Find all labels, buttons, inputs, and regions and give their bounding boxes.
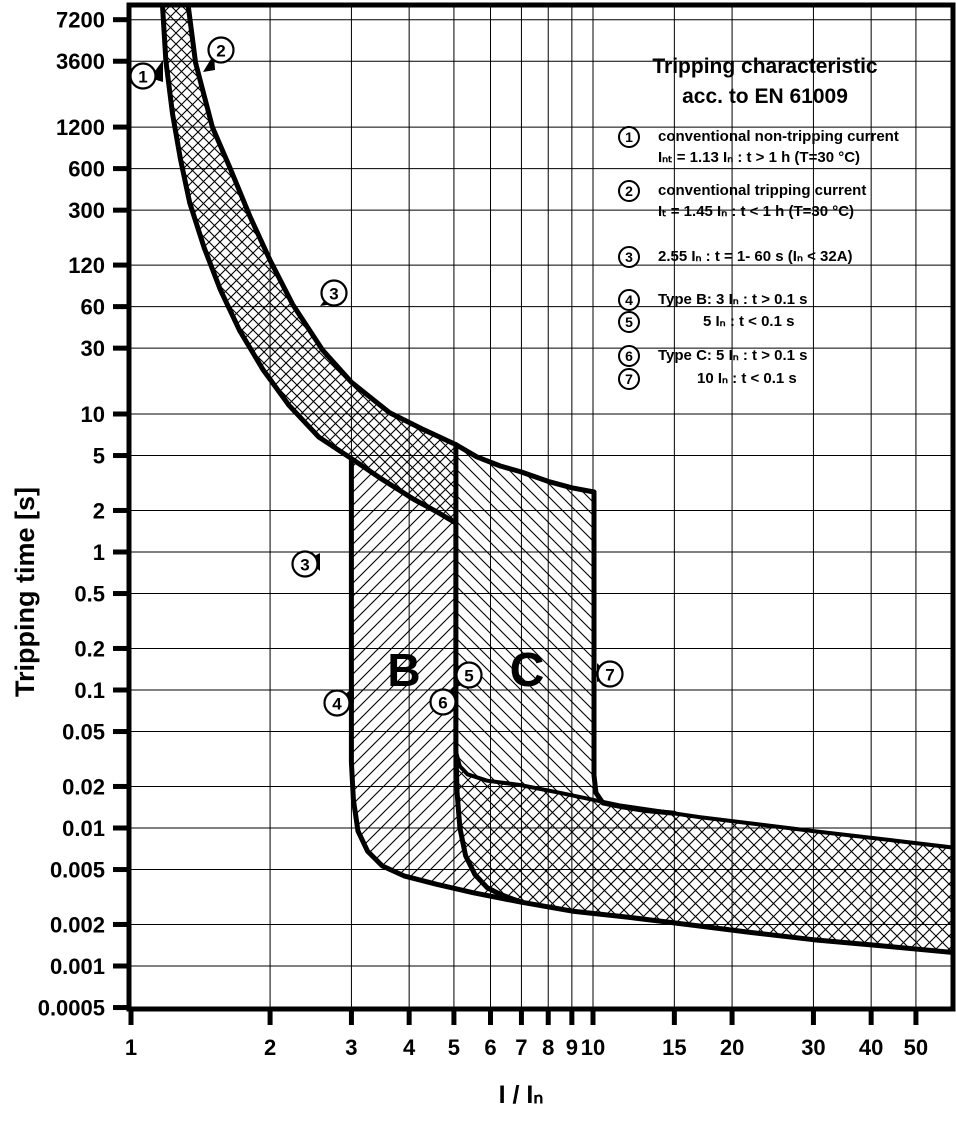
svg-text:0.0005: 0.0005 [38,996,105,1021]
svg-text:600: 600 [68,157,105,182]
legend-text-6: Type C: 5 Iₙ : t > 0.1 s [658,345,808,366]
legend-num-6-icon: 6 [618,345,640,367]
svg-text:8: 8 [542,1035,554,1060]
svg-text:60: 60 [81,295,105,320]
svg-text:2: 2 [264,1035,276,1060]
chart-title-block: Tripping characteristic acc. to EN 61009 [600,52,930,112]
svg-text:7200: 7200 [56,8,105,33]
svg-text:9: 9 [566,1035,578,1060]
svg-text:1: 1 [138,68,147,87]
svg-text:2: 2 [216,42,225,61]
legend-text-7: 10 Iₙ : t < 0.1 s [697,368,797,389]
svg-text:1: 1 [93,540,105,565]
legend-text-1: conventional non-tripping current Iₙₜ = … [658,126,899,168]
svg-text:0.5: 0.5 [74,582,105,607]
legend-line: 10 Iₙ : t < 0.1 s [697,370,797,387]
svg-text:6: 6 [484,1035,496,1060]
svg-text:3: 3 [300,556,309,575]
svg-text:40: 40 [859,1035,883,1060]
svg-text:300: 300 [68,198,105,223]
legend-num-5-icon: 5 [618,311,640,333]
legend-text-4: Type B: 3 Iₙ : t > 0.1 s [658,289,808,310]
svg-text:3: 3 [329,285,338,304]
legend-line: conventional non-tripping current [658,128,899,145]
legend-item-1: 1 conventional non-tripping current Iₙₜ … [618,126,899,168]
legend-line: 5 Iₙ : t < 0.1 s [703,313,795,330]
y-axis-title: Tripping time [s] [10,487,40,698]
legend-num-4-icon: 4 [618,289,640,311]
legend-text-3: 2.55 Iₙ : t = 1- 60 s (Iₙ < 32A) [658,246,853,267]
legend-item-6: 6 Type C: 5 Iₙ : t > 0.1 s [618,345,808,367]
svg-text:1: 1 [125,1035,137,1060]
legend-num-3-icon: 3 [618,246,640,268]
svg-text:10: 10 [81,402,105,427]
legend-num-1-icon: 1 [618,126,640,148]
svg-text:30: 30 [81,336,105,361]
svg-text:50: 50 [904,1035,928,1060]
svg-text:B: B [387,644,420,696]
x-axis-title: I / Iₙ [498,1081,544,1109]
legend-item-3: 3 2.55 Iₙ : t = 1- 60 s (Iₙ < 32A) [618,246,853,268]
svg-text:10: 10 [581,1035,605,1060]
svg-text:15: 15 [662,1035,686,1060]
svg-text:30: 30 [801,1035,825,1060]
legend-item-4: 4 Type B: 3 Iₙ : t > 0.1 s [618,289,808,311]
svg-text:4: 4 [403,1035,416,1060]
legend-text-5: 5 Iₙ : t < 0.1 s [703,311,794,332]
svg-text:7: 7 [605,666,614,685]
legend-line: Type B: 3 Iₙ : t > 0.1 s [658,291,808,308]
svg-text:6: 6 [438,694,447,713]
chart-title: Tripping characteristic [652,55,878,78]
legend-num-7-icon: 7 [618,368,640,390]
svg-text:5: 5 [93,444,105,469]
svg-text:C: C [510,644,545,697]
svg-text:0.2: 0.2 [74,636,105,661]
svg-text:0.02: 0.02 [62,774,105,799]
legend-line: Iₜ = 1.45 Iₙ : t < 1 h (T=30 °C) [658,203,855,220]
svg-text:1200: 1200 [56,115,105,140]
svg-text:120: 120 [68,253,105,278]
svg-text:2: 2 [93,498,105,523]
legend-line: Iₙₜ = 1.13 Iₙ : t > 1 h (T=30 °C) [658,149,861,166]
svg-text:0.001: 0.001 [50,954,105,979]
svg-text:0.01: 0.01 [62,816,105,841]
legend-num-2-icon: 2 [618,180,640,202]
svg-text:20: 20 [720,1035,744,1060]
chart-subtitle: acc. to EN 61009 [682,85,848,108]
svg-text:0.002: 0.002 [50,912,105,937]
svg-text:0.1: 0.1 [74,678,105,703]
legend-item-2: 2 conventional tripping current Iₜ = 1.4… [618,180,866,222]
legend-line: conventional tripping current [658,182,867,199]
svg-text:4: 4 [332,695,342,714]
legend-line: Type C: 5 Iₙ : t > 0.1 s [658,347,808,364]
svg-text:5: 5 [448,1035,460,1060]
svg-text:5: 5 [464,667,473,686]
svg-text:0.005: 0.005 [50,858,105,883]
legend-item-5: 5 5 Iₙ : t < 0.1 s [618,311,794,333]
legend-item-7: 7 10 Iₙ : t < 0.1 s [618,368,797,390]
svg-text:3600: 3600 [56,49,105,74]
svg-text:7: 7 [515,1035,527,1060]
svg-text:0.05: 0.05 [62,720,105,745]
legend-line: 2.55 Iₙ : t = 1- 60 s (Iₙ < 32A) [658,248,853,265]
legend-text-2: conventional tripping current Iₜ = 1.45 … [658,180,866,222]
svg-text:3: 3 [345,1035,357,1060]
